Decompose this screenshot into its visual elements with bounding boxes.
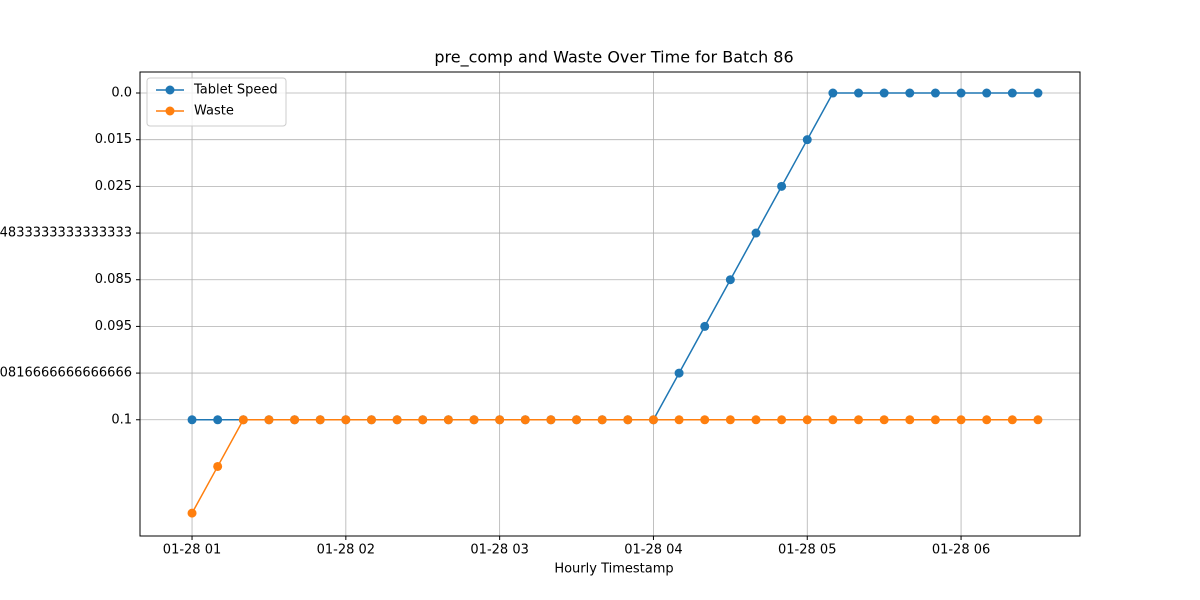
point xyxy=(572,415,582,425)
legend-marker xyxy=(165,85,175,95)
point xyxy=(623,415,633,425)
x-tick-label: 01-28 01 xyxy=(163,543,221,558)
point xyxy=(777,181,787,191)
y-tick-label: 0.015 xyxy=(95,132,132,147)
y-tick-label: 0.0 xyxy=(111,86,132,101)
series xyxy=(187,415,1043,518)
point xyxy=(341,415,351,425)
point xyxy=(854,415,864,425)
point xyxy=(495,415,505,425)
point xyxy=(546,415,556,425)
point xyxy=(982,88,992,98)
point xyxy=(930,415,940,425)
y-tick-label: 0.04833333333333333 xyxy=(0,226,132,241)
point xyxy=(1033,88,1043,98)
x-tick-label: 01-28 03 xyxy=(470,543,528,558)
point xyxy=(443,415,453,425)
point xyxy=(1007,88,1017,98)
point xyxy=(187,415,197,425)
x-tick-label: 01-28 05 xyxy=(778,543,836,558)
point xyxy=(1033,415,1043,425)
point xyxy=(648,415,658,425)
point xyxy=(956,415,966,425)
point xyxy=(751,228,761,238)
point xyxy=(290,415,300,425)
y-tick-label: 0.0816666666666666 xyxy=(0,366,132,381)
point xyxy=(597,415,607,425)
y-tick-label: 0.025 xyxy=(95,179,132,194)
point xyxy=(751,415,761,425)
point xyxy=(802,135,812,145)
x-tick-label: 01-28 06 xyxy=(932,543,990,558)
chart-title: pre_comp and Waste Over Time for Batch 8… xyxy=(434,48,793,68)
point xyxy=(700,415,710,425)
point xyxy=(828,88,838,98)
point xyxy=(418,415,428,425)
point xyxy=(905,415,915,425)
point xyxy=(1007,415,1017,425)
point xyxy=(238,415,248,425)
point xyxy=(905,88,915,98)
series xyxy=(187,88,1043,425)
point xyxy=(879,415,889,425)
line xyxy=(191,419,1038,514)
line xyxy=(192,92,1038,421)
y-tick-label: 0.1 xyxy=(111,412,132,427)
x-axis-label: Hourly Timestamp xyxy=(554,562,673,577)
point xyxy=(802,415,812,425)
point xyxy=(187,508,197,518)
point xyxy=(264,415,274,425)
point xyxy=(879,88,889,98)
point xyxy=(392,415,402,425)
point xyxy=(674,368,684,378)
legend-label: Tablet Speed xyxy=(193,83,278,98)
point xyxy=(956,88,966,98)
point xyxy=(930,88,940,98)
legend-label: Waste xyxy=(194,104,234,119)
x-tick-label: 01-28 04 xyxy=(624,543,682,558)
point xyxy=(213,415,223,425)
point xyxy=(520,415,530,425)
point xyxy=(674,415,684,425)
point xyxy=(213,461,223,471)
point xyxy=(982,415,992,425)
point xyxy=(777,415,787,425)
point xyxy=(725,415,735,425)
legend-marker xyxy=(165,106,175,116)
plot-frame xyxy=(139,71,1081,537)
point xyxy=(469,415,479,425)
x-tick-label: 01-28 02 xyxy=(317,543,375,558)
point xyxy=(725,275,735,285)
y-tick-label: 0.085 xyxy=(95,272,132,287)
point xyxy=(366,415,376,425)
y-tick-label: 0.095 xyxy=(95,319,132,334)
point xyxy=(828,415,838,425)
point xyxy=(700,321,710,331)
point xyxy=(854,88,864,98)
point xyxy=(315,415,325,425)
